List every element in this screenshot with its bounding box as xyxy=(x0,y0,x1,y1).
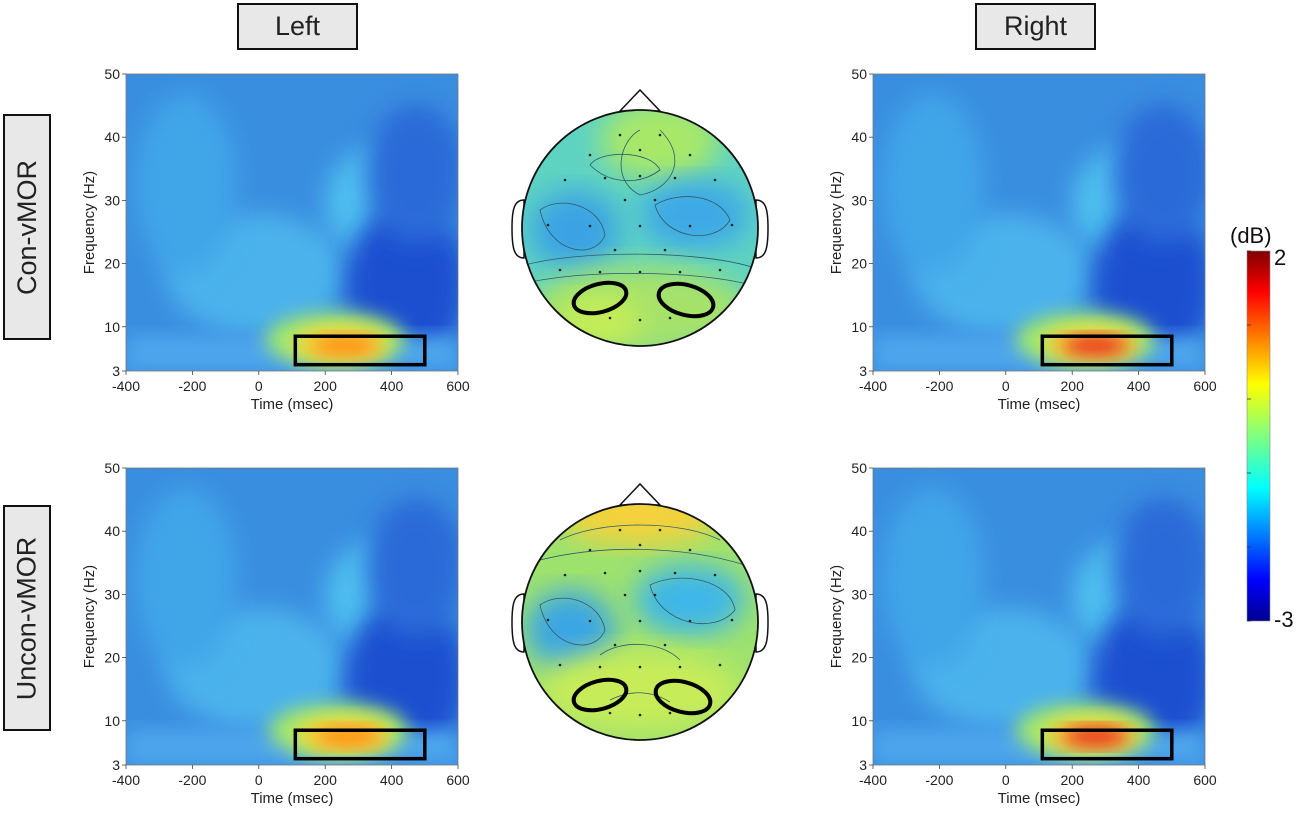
topo-roi-left xyxy=(571,280,629,316)
heatmap-surface xyxy=(126,74,466,371)
x-tick-label: 600 xyxy=(446,772,470,788)
y-tick-label: 3 xyxy=(112,363,120,379)
column-label-right: Right xyxy=(975,3,1096,50)
y-axis-label: Frequency (Hz) xyxy=(828,565,845,668)
x-tick-label: 400 xyxy=(380,772,404,788)
x-tick-label: -200 xyxy=(178,378,206,394)
heatmap-peak xyxy=(1061,335,1130,356)
y-tick-label: 20 xyxy=(851,650,867,666)
y-tick-label: 30 xyxy=(851,192,867,208)
y-tick-label: 40 xyxy=(851,129,867,145)
x-tick-label: -200 xyxy=(178,772,206,788)
x-tick-label: 0 xyxy=(1002,772,1010,788)
heatmap-surface xyxy=(873,468,1213,765)
x-tick-label: -200 xyxy=(925,772,953,788)
topo-head-outline xyxy=(521,503,759,741)
x-axis-label: Time (msec) xyxy=(998,396,1081,413)
x-tick-label: 200 xyxy=(314,378,338,394)
x-tick-label: 600 xyxy=(446,378,470,394)
heatmap-peak xyxy=(311,335,380,356)
topo-roi-right xyxy=(653,678,713,716)
topo-nose xyxy=(618,88,662,112)
x-tick-label: -400 xyxy=(859,772,887,788)
y-tick-label: 20 xyxy=(104,256,120,272)
x-tick-label: 600 xyxy=(1193,772,1217,788)
colorbar: (dB) 2 -3 xyxy=(1230,223,1294,632)
roi-box xyxy=(293,728,427,761)
x-axis-label: Time (msec) xyxy=(251,396,334,413)
roi-box xyxy=(1040,728,1174,761)
topo-right-ear xyxy=(755,593,769,653)
heatmap-surface xyxy=(873,74,1213,371)
y-tick-label: 30 xyxy=(851,586,867,602)
x-tick-label: 400 xyxy=(1127,772,1151,788)
y-tick-label: 30 xyxy=(104,586,120,602)
topo-left-ear xyxy=(511,593,525,653)
topomap-con-vmor xyxy=(511,88,769,347)
y-tick-label: 10 xyxy=(851,713,867,729)
topo-right-ear xyxy=(755,199,769,259)
x-tick-label: 0 xyxy=(255,378,263,394)
y-tick-label: 40 xyxy=(851,523,867,539)
colorbar-unit-label: (dB) xyxy=(1230,223,1272,248)
topo-electrodes xyxy=(546,133,734,322)
topo-surface xyxy=(522,110,758,346)
x-tick-label: 600 xyxy=(1193,378,1217,394)
x-tick-label: 400 xyxy=(380,378,404,394)
topo-electrodes xyxy=(546,528,734,717)
row-label-con-vmor: Con-vMOR xyxy=(3,114,51,340)
x-tick-label: 0 xyxy=(255,772,263,788)
x-tick-label: 0 xyxy=(1002,378,1010,394)
y-tick-label: 50 xyxy=(851,66,867,82)
colorbar-min-label: -3 xyxy=(1274,607,1294,632)
y-tick-label: 10 xyxy=(851,319,867,335)
x-tick-label: 200 xyxy=(1061,772,1085,788)
topo-surface xyxy=(522,504,758,740)
topo-nose xyxy=(618,482,662,506)
roi-box xyxy=(1040,334,1174,367)
y-tick-label: 10 xyxy=(104,713,120,729)
y-tick-label: 3 xyxy=(859,363,867,379)
y-tick-label: 20 xyxy=(104,650,120,666)
y-tick-label: 50 xyxy=(104,460,120,476)
y-tick-label: 40 xyxy=(104,523,120,539)
x-axis-label: Time (msec) xyxy=(251,790,334,807)
topo-roi-left xyxy=(571,677,629,713)
roi-box xyxy=(293,334,427,367)
x-tick-label: 200 xyxy=(314,772,338,788)
y-tick-label: 20 xyxy=(851,256,867,272)
topo-head-outline xyxy=(521,109,759,347)
y-axis-label: Frequency (Hz) xyxy=(828,171,845,274)
y-tick-label: 3 xyxy=(112,757,120,773)
y-tick-label: 30 xyxy=(104,192,120,208)
topo-left-ear xyxy=(511,199,525,259)
y-tick-label: 10 xyxy=(104,319,120,335)
y-axis-label: Frequency (Hz) xyxy=(81,171,98,274)
x-axis-label: Time (msec) xyxy=(998,790,1081,807)
y-tick-label: 50 xyxy=(851,460,867,476)
y-tick-label: 40 xyxy=(104,129,120,145)
colorbar-gradient xyxy=(1246,250,1271,622)
y-tick-label: 3 xyxy=(859,757,867,773)
row-label-uncon-vmor: Uncon-vMOR xyxy=(3,505,51,731)
x-tick-label: -200 xyxy=(925,378,953,394)
x-tick-label: -400 xyxy=(112,378,140,394)
topo-roi-right xyxy=(656,281,716,319)
x-tick-label: -400 xyxy=(859,378,887,394)
topomap-uncon-vmor xyxy=(511,482,769,741)
x-tick-label: 200 xyxy=(1061,378,1085,394)
column-label-left: Left xyxy=(237,3,358,50)
x-tick-label: -400 xyxy=(112,772,140,788)
y-axis-label: Frequency (Hz) xyxy=(81,565,98,668)
colorbar-max-label: 2 xyxy=(1274,245,1286,270)
x-tick-label: 400 xyxy=(1127,378,1151,394)
y-tick-label: 50 xyxy=(104,66,120,82)
heatmap-surface xyxy=(126,468,466,765)
